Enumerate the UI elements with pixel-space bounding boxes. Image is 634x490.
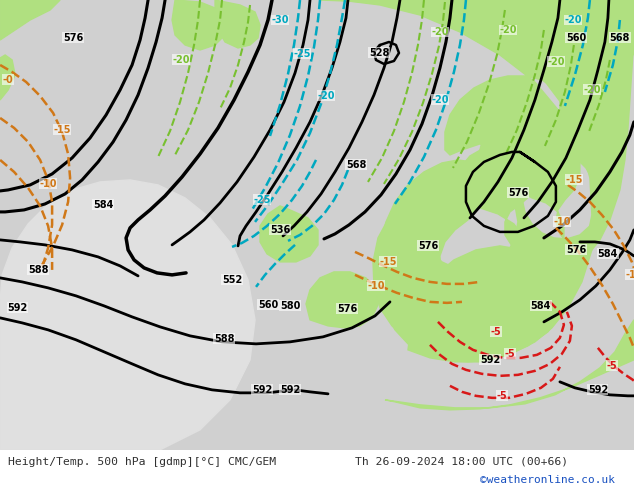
Text: ©weatheronline.co.uk: ©weatheronline.co.uk (480, 475, 615, 485)
Polygon shape (320, 0, 634, 350)
Text: 552: 552 (222, 275, 242, 285)
Polygon shape (340, 0, 634, 362)
Text: Th 26-09-2024 18:00 UTC (00+66): Th 26-09-2024 18:00 UTC (00+66) (355, 457, 568, 467)
Text: 576: 576 (566, 245, 586, 255)
Text: -5: -5 (491, 327, 501, 337)
Text: 584: 584 (93, 200, 113, 210)
Polygon shape (580, 0, 634, 55)
Text: -10: -10 (39, 179, 57, 189)
Text: 536: 536 (270, 225, 290, 235)
Text: Height/Temp. 500 hPa [gdmp][°C] CMC/GEM: Height/Temp. 500 hPa [gdmp][°C] CMC/GEM (8, 457, 276, 467)
Text: -0: -0 (3, 75, 13, 85)
Text: 528: 528 (369, 48, 389, 58)
Text: -15: -15 (565, 175, 583, 185)
Text: 576: 576 (508, 188, 528, 198)
Text: 584: 584 (531, 301, 551, 311)
Text: 560: 560 (566, 33, 586, 43)
Text: 568: 568 (610, 33, 630, 43)
Text: 580: 580 (280, 301, 300, 311)
Text: 592: 592 (252, 385, 272, 395)
Text: 576: 576 (337, 304, 357, 314)
Text: -25: -25 (253, 195, 271, 205)
Text: -20: -20 (431, 27, 449, 37)
Text: -15: -15 (625, 270, 634, 280)
Text: -20: -20 (564, 15, 581, 25)
Text: -20: -20 (317, 91, 335, 101)
Polygon shape (0, 180, 255, 450)
Text: 560: 560 (258, 300, 278, 310)
Text: -20: -20 (172, 55, 190, 65)
Text: 592: 592 (7, 303, 27, 313)
Text: 592: 592 (280, 385, 300, 395)
Text: -15: -15 (53, 125, 71, 135)
Text: -5: -5 (505, 349, 515, 359)
Text: -10: -10 (367, 281, 385, 291)
Text: 592: 592 (588, 385, 608, 395)
Text: 592: 592 (480, 355, 500, 365)
Text: 588: 588 (28, 265, 48, 275)
Text: -5: -5 (496, 391, 507, 401)
Text: -10: -10 (553, 217, 571, 227)
Text: -30: -30 (271, 15, 288, 25)
Text: 568: 568 (346, 160, 366, 170)
Text: -15: -15 (379, 257, 397, 267)
Text: 576: 576 (418, 241, 438, 251)
Text: -20: -20 (499, 25, 517, 35)
Text: -25: -25 (294, 49, 311, 59)
Text: 588: 588 (214, 334, 235, 344)
Polygon shape (172, 0, 230, 50)
Text: -5: -5 (607, 361, 618, 371)
Polygon shape (385, 320, 634, 410)
Text: -20: -20 (431, 95, 449, 105)
Text: 584: 584 (598, 249, 618, 259)
Polygon shape (306, 272, 378, 328)
Polygon shape (260, 206, 318, 262)
Text: 576: 576 (63, 33, 83, 43)
Polygon shape (0, 0, 60, 40)
Polygon shape (0, 55, 15, 100)
Polygon shape (408, 246, 564, 362)
Polygon shape (215, 0, 260, 48)
Text: -20: -20 (547, 57, 565, 67)
Text: -20: -20 (583, 85, 600, 95)
